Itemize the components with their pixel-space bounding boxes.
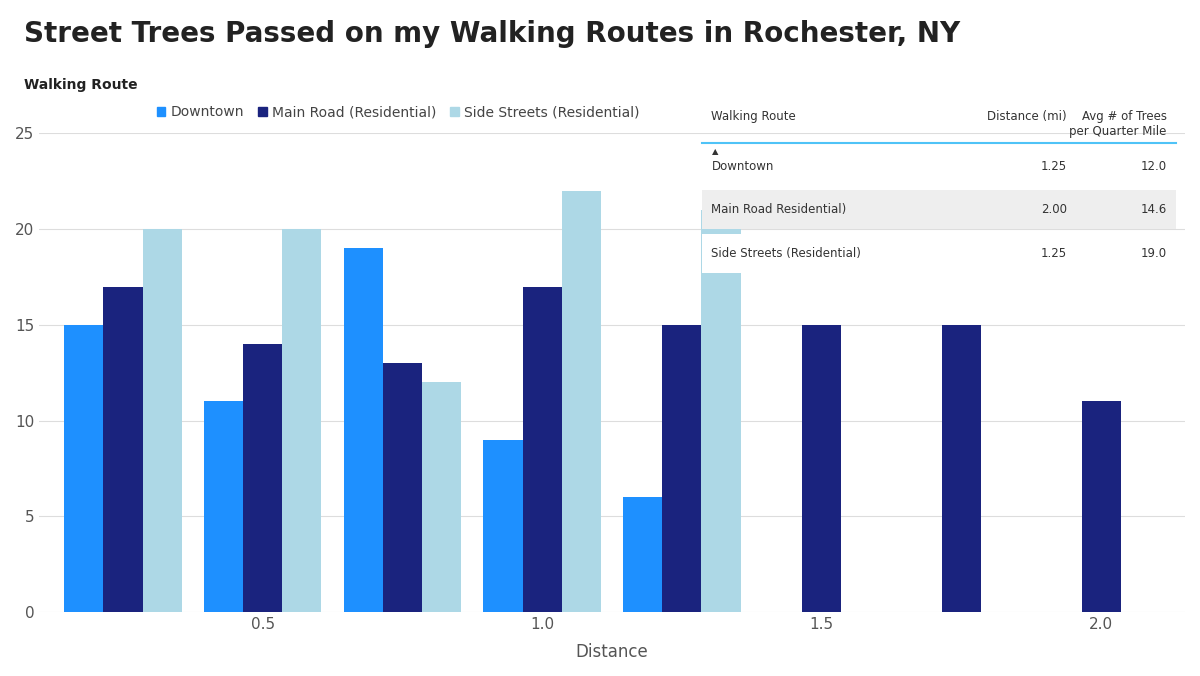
Text: Main Road Residential): Main Road Residential): [712, 203, 847, 216]
Bar: [244, 344, 282, 612]
Bar: [523, 287, 562, 612]
Text: Distance (mi): Distance (mi): [988, 110, 1067, 124]
Bar: [702, 234, 1176, 272]
Bar: [422, 383, 461, 612]
Bar: [1081, 402, 1121, 612]
Text: Walking Route: Walking Route: [24, 78, 138, 92]
Text: ▲: ▲: [712, 147, 718, 156]
Text: 12.0: 12.0: [1140, 160, 1166, 173]
Bar: [282, 229, 322, 612]
Text: 14.6: 14.6: [1140, 203, 1166, 216]
Bar: [662, 325, 702, 612]
Bar: [702, 147, 1176, 186]
Text: Downtown: Downtown: [712, 160, 774, 173]
Bar: [103, 287, 143, 612]
Text: Side Streets (Residential): Side Streets (Residential): [712, 247, 862, 260]
Bar: [702, 191, 1176, 229]
Legend: Downtown, Main Road (Residential), Side Streets (Residential): Downtown, Main Road (Residential), Side …: [151, 99, 646, 125]
Bar: [204, 402, 244, 612]
Text: Walking Route: Walking Route: [712, 110, 797, 124]
Text: 1.25: 1.25: [1040, 247, 1067, 260]
Text: 1.25: 1.25: [1040, 160, 1067, 173]
Bar: [702, 210, 740, 612]
Bar: [623, 497, 662, 612]
Bar: [802, 325, 841, 612]
Text: Street Trees Passed on my Walking Routes in Rochester, NY: Street Trees Passed on my Walking Routes…: [24, 20, 960, 48]
X-axis label: Distance: Distance: [576, 643, 648, 661]
Bar: [942, 325, 980, 612]
Bar: [143, 229, 181, 612]
Bar: [562, 191, 601, 612]
Bar: [484, 439, 523, 612]
Bar: [343, 248, 383, 612]
Bar: [65, 325, 103, 612]
Bar: [383, 363, 422, 612]
Text: 2.00: 2.00: [1040, 203, 1067, 216]
Text: 19.0: 19.0: [1140, 247, 1166, 260]
Text: Avg # of Trees
per Quarter Mile: Avg # of Trees per Quarter Mile: [1069, 110, 1166, 139]
